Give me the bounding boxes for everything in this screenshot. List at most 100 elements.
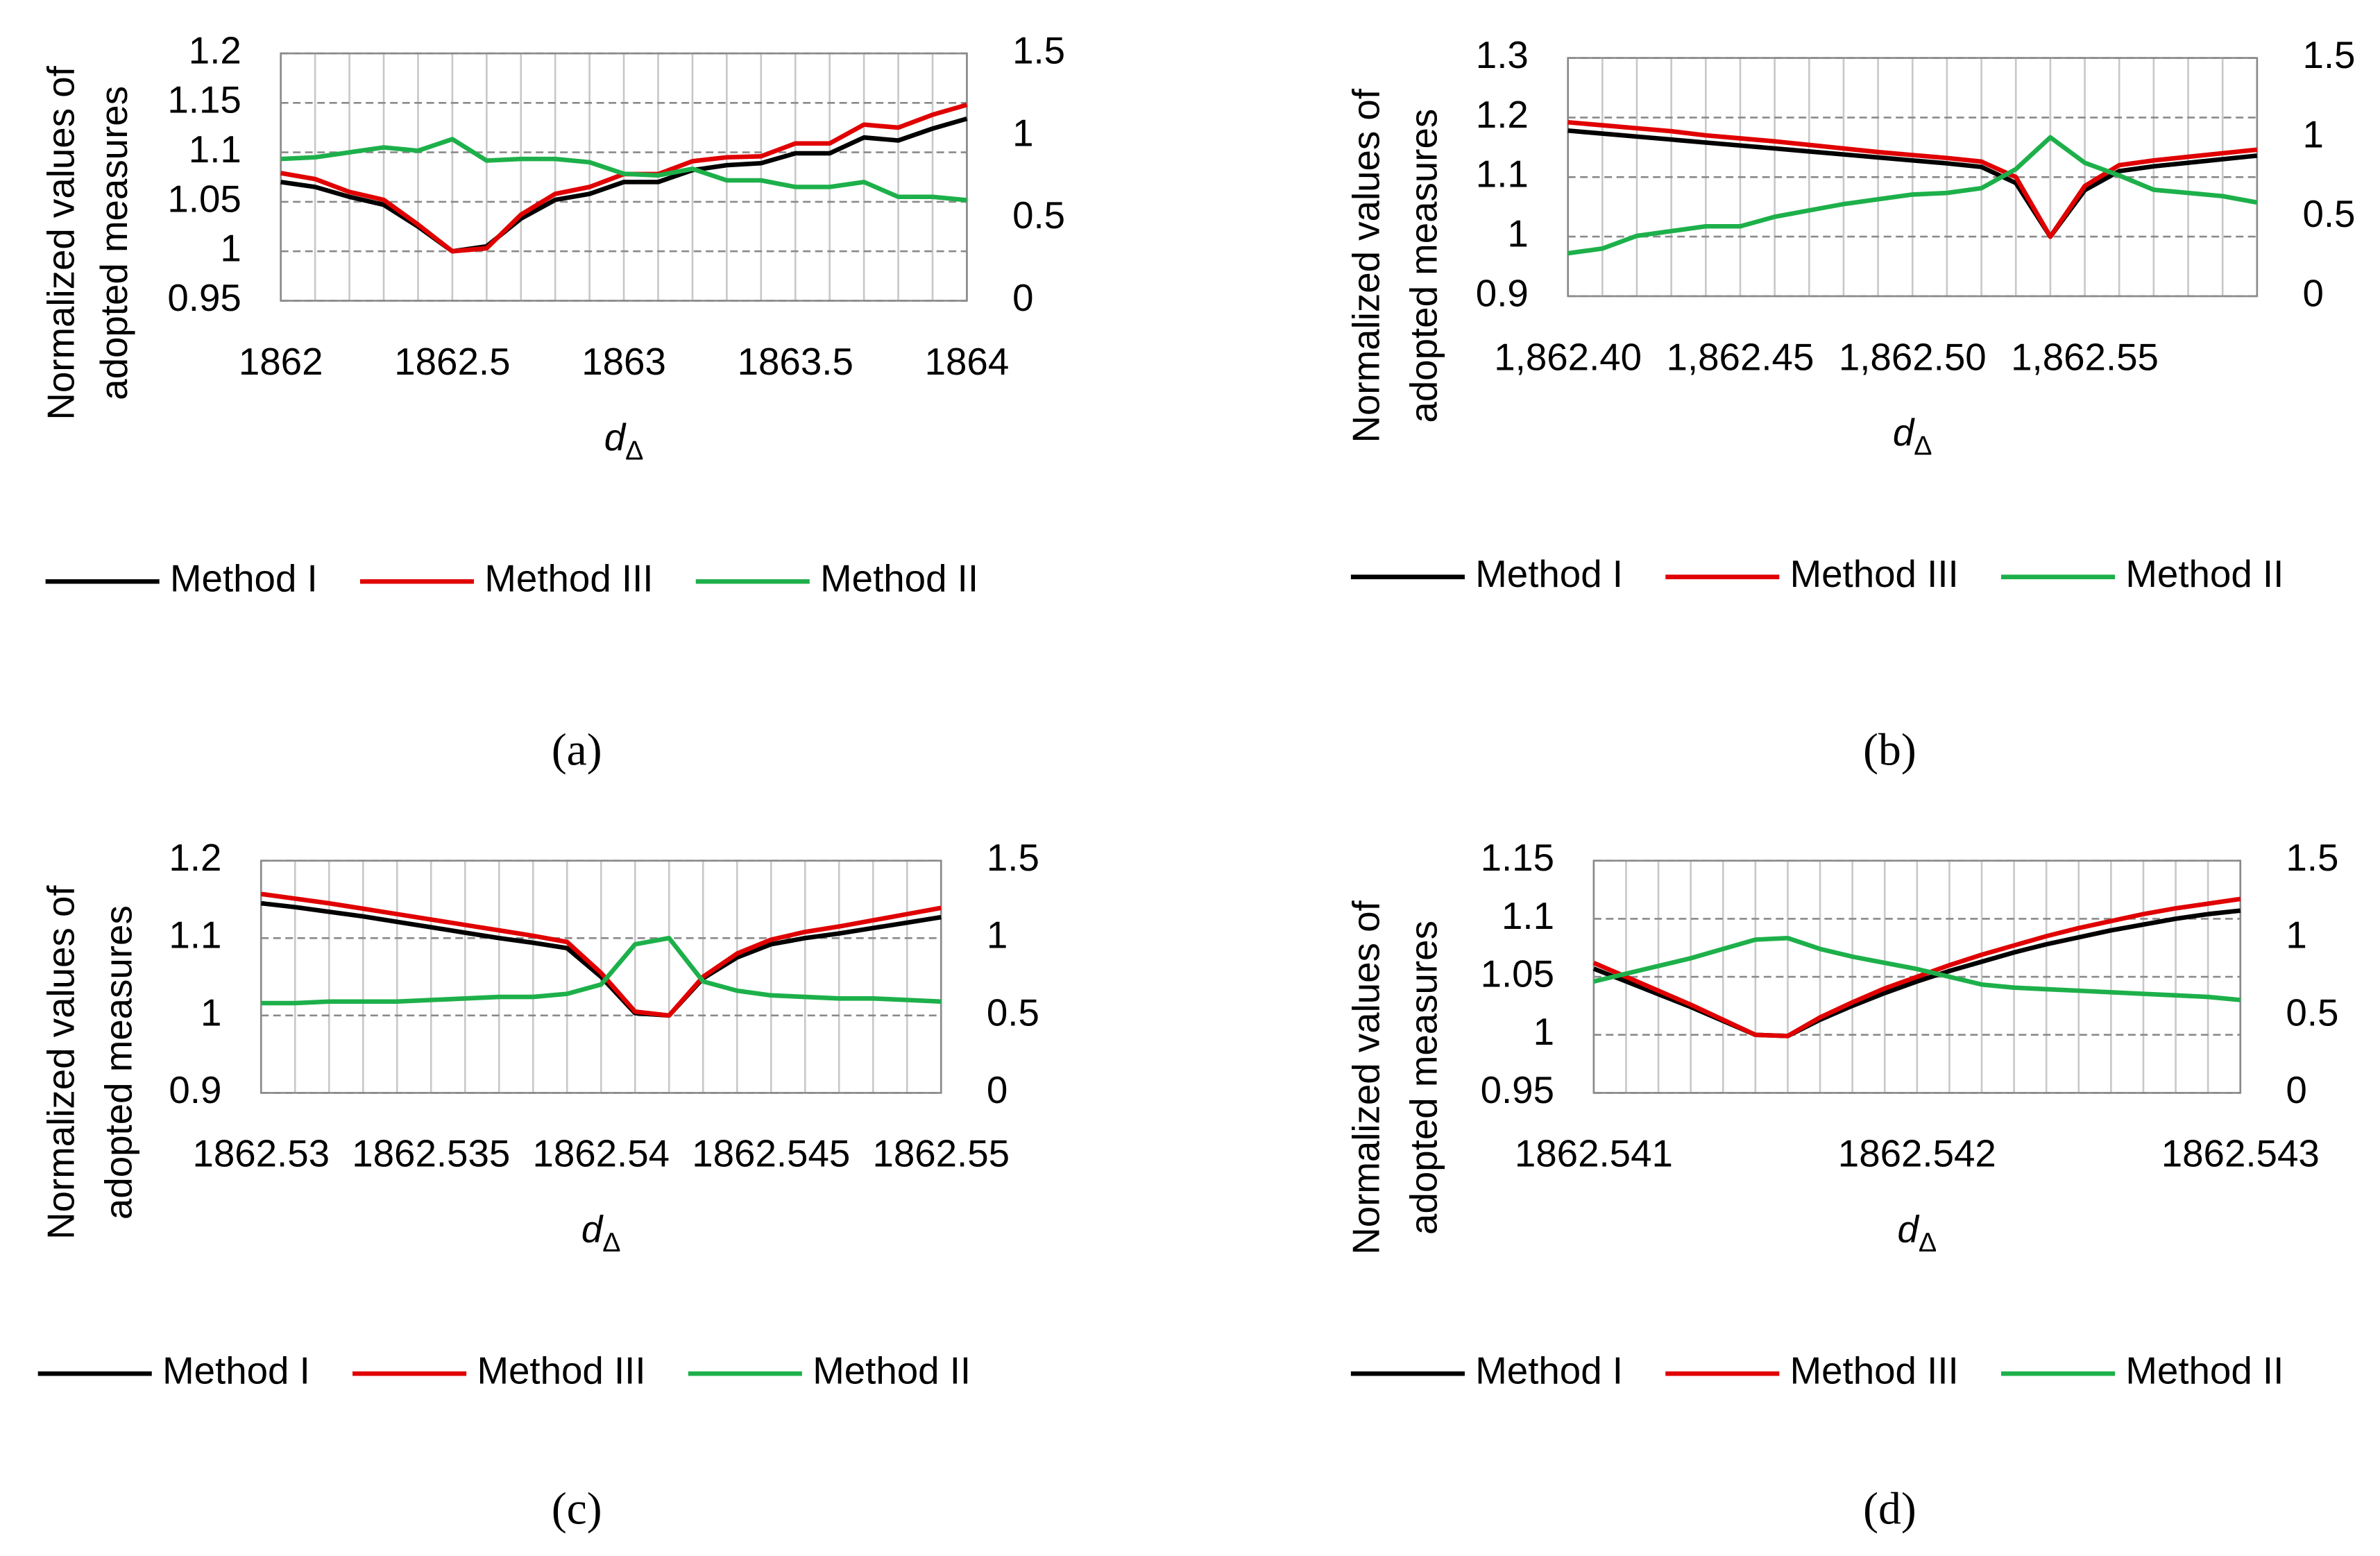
y-axis-title: Normalized values of xyxy=(39,65,82,420)
y-axis-title: adopted measures xyxy=(1402,109,1445,423)
y-axis-title: adopted measures xyxy=(92,86,135,400)
y-tick-label: 0.95 xyxy=(1481,1068,1554,1111)
x-axis-title: dΔ xyxy=(1897,1208,1937,1258)
x-tick-label: 1862.54 xyxy=(532,1132,670,1175)
x-axis-title-base: d xyxy=(1893,411,1915,454)
y2-tick-label: 0 xyxy=(2286,1068,2306,1111)
y-tick-label: 1 xyxy=(1507,212,1528,255)
legend-label: Method II xyxy=(813,1349,971,1392)
y-tick-label: 1.3 xyxy=(1476,33,1529,76)
legend-label: Method I xyxy=(162,1349,310,1392)
y2-tick-label: 0.5 xyxy=(987,991,1039,1034)
y-tick-label: 1.05 xyxy=(167,177,241,220)
y2-tick-label: 0 xyxy=(2302,271,2323,314)
x-axis-title-base: d xyxy=(604,416,627,459)
y-tick-label: 1.1 xyxy=(189,128,241,171)
x-tick-label: 1862.53 xyxy=(192,1132,330,1175)
x-tick-label: 1,862.40 xyxy=(1494,335,1642,378)
y-tick-label: 1.1 xyxy=(1476,153,1529,196)
x-tick-label: 1864 xyxy=(925,340,1010,383)
panel-label: (d) xyxy=(1863,1484,1916,1534)
x-axis-title: dΔ xyxy=(1893,411,1932,461)
y-tick-label: 1.05 xyxy=(1481,952,1554,995)
y2-tick-label: 0 xyxy=(1012,276,1033,319)
panel-label: (a) xyxy=(552,726,602,776)
legend-label: Method II xyxy=(820,557,978,600)
x-tick-label: 1863 xyxy=(581,340,666,383)
y2-tick-label: 1.5 xyxy=(987,836,1039,879)
panel-label: (c) xyxy=(552,1484,602,1534)
y2-tick-label: 0 xyxy=(987,1068,1008,1111)
y-tick-label: 1.2 xyxy=(189,28,241,71)
y-tick-label: 1.1 xyxy=(1502,894,1554,937)
series-line xyxy=(260,891,942,1018)
y-tick-label: 1.1 xyxy=(169,914,221,957)
y2-tick-label: 1.5 xyxy=(2302,33,2355,76)
x-tick-label: 1862.543 xyxy=(2161,1132,2320,1175)
y-tick-label: 1 xyxy=(220,227,241,270)
plot-border xyxy=(280,52,968,302)
panel-label: (b) xyxy=(1863,726,1916,776)
x-tick-label: 1862.5 xyxy=(394,340,510,383)
series-line xyxy=(1567,119,2258,239)
series-line xyxy=(1567,135,2258,256)
x-tick-label: 1862.542 xyxy=(1838,1132,1996,1175)
y2-tick-label: 1 xyxy=(2286,914,2306,957)
series-line xyxy=(1593,936,2241,1002)
x-axis-title-sub: Δ xyxy=(602,1228,620,1258)
x-tick-label: 1862.545 xyxy=(692,1132,850,1175)
x-tick-label: 1862.55 xyxy=(872,1132,1010,1175)
legend-label: Method III xyxy=(1790,552,1959,595)
y-tick-label: 1.15 xyxy=(167,78,241,121)
x-tick-label: 1863.5 xyxy=(738,340,853,383)
legend-label: Method I xyxy=(1475,1349,1623,1392)
x-axis-title-sub: Δ xyxy=(625,436,643,466)
y-axis-title: Normalized values of xyxy=(1345,900,1388,1254)
x-axis-title-sub: Δ xyxy=(1914,431,1932,461)
y-axis-title: adopted measures xyxy=(96,905,139,1220)
y-axis-title: adopted measures xyxy=(1402,921,1445,1235)
x-axis-title-base: d xyxy=(1897,1208,1919,1251)
legend-label: Method III xyxy=(1790,1349,1959,1392)
plot-border xyxy=(1592,860,2242,1094)
y-tick-label: 1 xyxy=(1533,1010,1554,1053)
series-line xyxy=(261,936,942,1006)
plot-border xyxy=(260,860,942,1094)
series-line xyxy=(1567,128,2258,239)
x-tick-label: 1,862.55 xyxy=(2011,335,2159,378)
y-tick-label: 0.9 xyxy=(169,1068,221,1111)
x-tick-label: 1,862.45 xyxy=(1667,335,1814,378)
legend-label: Method III xyxy=(477,1349,645,1392)
y2-tick-label: 1 xyxy=(2302,112,2323,155)
x-axis-title: dΔ xyxy=(604,416,644,465)
y2-tick-label: 1.5 xyxy=(2286,836,2338,879)
x-tick-label: 1862.535 xyxy=(352,1132,510,1175)
y2-tick-label: 0.5 xyxy=(1012,194,1065,237)
legend-label: Method I xyxy=(170,557,318,600)
y2-tick-label: 1.5 xyxy=(1012,28,1065,71)
y-axis-title: Normalized values of xyxy=(1345,88,1388,443)
y2-tick-label: 1 xyxy=(987,914,1008,957)
x-axis-title: dΔ xyxy=(581,1208,621,1258)
y-tick-label: 1.2 xyxy=(1476,93,1529,136)
y2-tick-label: 0.5 xyxy=(2302,192,2355,235)
y-tick-label: 1.2 xyxy=(169,836,221,879)
series-line xyxy=(1592,896,2241,1038)
series-line xyxy=(280,137,967,203)
plot-border xyxy=(1567,57,2259,298)
y-tick-label: 0.9 xyxy=(1476,271,1529,314)
legend-label: Method III xyxy=(484,557,653,600)
y2-tick-label: 1 xyxy=(1012,111,1033,154)
x-tick-label: 1,862.50 xyxy=(1839,335,1987,378)
legend-label: Method II xyxy=(2125,1349,2284,1392)
x-axis-title-sub: Δ xyxy=(1919,1228,1937,1258)
x-tick-label: 1862 xyxy=(239,340,323,383)
legend-label: Method I xyxy=(1475,552,1623,595)
y2-tick-label: 0.5 xyxy=(2286,991,2338,1034)
y-axis-title: Normalized values of xyxy=(39,885,82,1240)
y-tick-label: 1.15 xyxy=(1481,836,1554,879)
y-tick-label: 0.95 xyxy=(167,276,241,319)
series-line xyxy=(260,900,942,1018)
x-tick-label: 1862.541 xyxy=(1515,1132,1673,1175)
